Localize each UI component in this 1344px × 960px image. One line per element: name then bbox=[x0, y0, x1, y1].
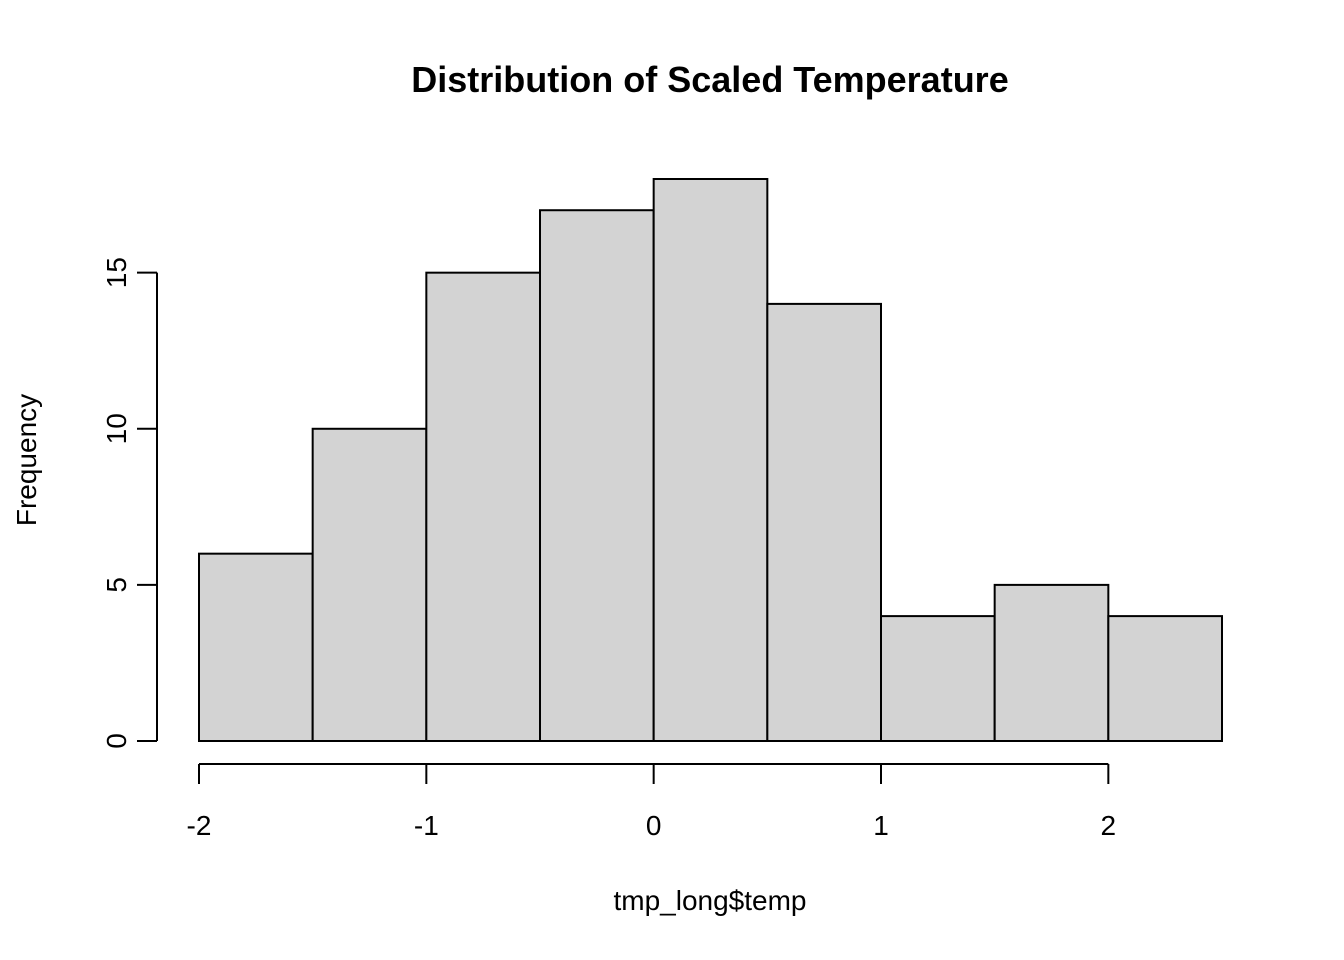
x-axis-title: tmp_long$temp bbox=[613, 885, 806, 916]
y-axis-title: Frequency bbox=[11, 394, 42, 526]
y-tick-label-2: 10 bbox=[101, 413, 132, 444]
y-tick-label-0: 0 bbox=[101, 733, 132, 749]
x-axis: -2 -1 0 1 2 bbox=[187, 763, 1117, 841]
y-tick-label-3: 15 bbox=[101, 257, 132, 288]
y-axis: 0 5 10 15 bbox=[101, 257, 158, 749]
x-tick-label-1: -1 bbox=[414, 810, 439, 841]
x-tick-label-0: -2 bbox=[187, 810, 212, 841]
chart-title: Distribution of Scaled Temperature bbox=[411, 59, 1008, 100]
bar-7 bbox=[993, 583, 1110, 743]
bar-4 bbox=[652, 178, 769, 742]
bar-0 bbox=[198, 552, 314, 743]
bar-5 bbox=[766, 302, 882, 742]
bar-3 bbox=[539, 209, 655, 742]
x-tick-label-4: 2 bbox=[1101, 810, 1117, 841]
y-tick-label-1: 5 bbox=[101, 577, 132, 593]
x-tick-label-3: 1 bbox=[873, 810, 889, 841]
bars-group bbox=[198, 178, 1224, 743]
bar-8 bbox=[1107, 615, 1224, 742]
bar-2 bbox=[425, 271, 542, 742]
bar-1 bbox=[311, 427, 428, 742]
bar-6 bbox=[880, 615, 996, 742]
x-tick-label-2: 0 bbox=[646, 810, 662, 841]
